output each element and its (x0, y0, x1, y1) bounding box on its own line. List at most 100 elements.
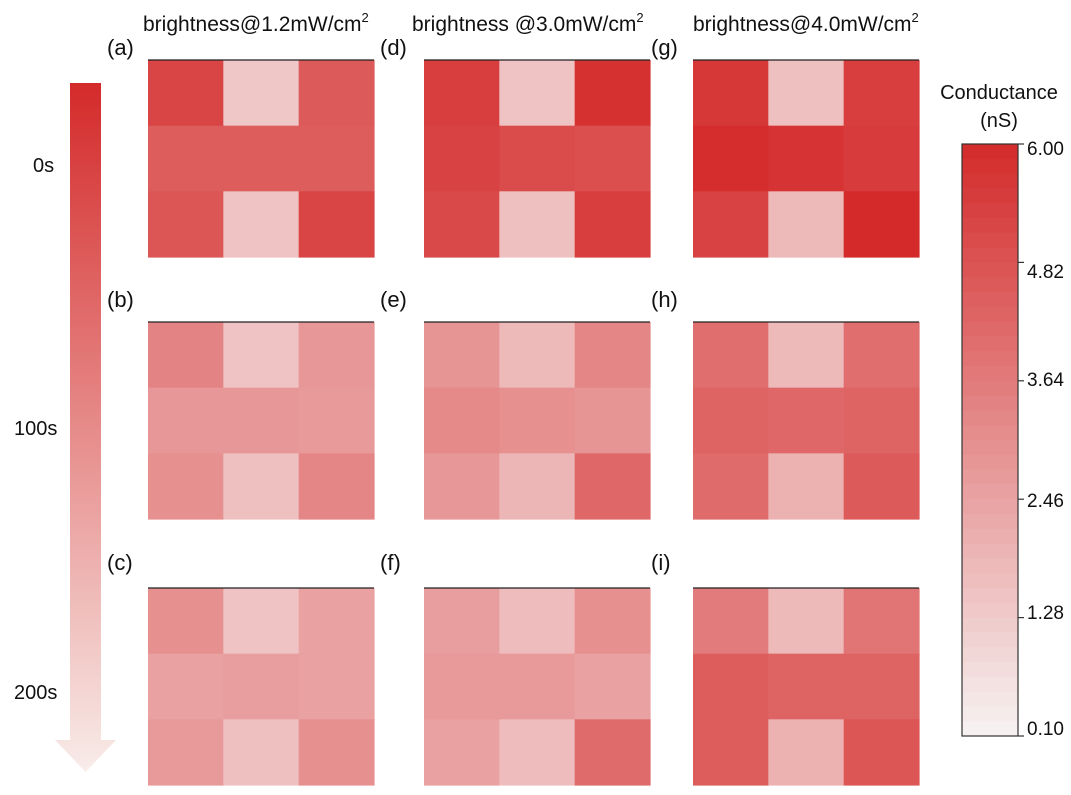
heatmap-cell (424, 125, 500, 192)
colorbar-segment (962, 706, 1018, 722)
heatmap-cell (693, 653, 769, 720)
heatmap-cell (148, 588, 224, 655)
colorbar-segment (962, 203, 1018, 219)
time-label-0s: 0s (33, 155, 55, 177)
panel-label-g: (g) (651, 35, 678, 60)
colorbar-segment (962, 232, 1018, 249)
heatmap-cell (298, 719, 375, 786)
heatmap-panel-i (693, 587, 920, 786)
heatmap-panel-b (148, 321, 375, 520)
heatmap-cell (574, 588, 651, 655)
heatmap-cell (223, 191, 300, 258)
colorbar-segment (962, 484, 1018, 500)
colorbar-segment (962, 173, 1018, 189)
heatmap-cell (843, 60, 920, 127)
heatmap-cell (693, 191, 769, 258)
colorbar-tick-label: 0.10 (1027, 719, 1064, 740)
heatmap-cell (424, 60, 500, 127)
colorbar-segment (962, 469, 1018, 485)
heatmap-cell (424, 653, 500, 720)
heatmap-cell (298, 653, 375, 720)
heatmap-cell (499, 125, 576, 192)
heatmap-cell (843, 653, 920, 720)
heatmap-cell (768, 719, 845, 786)
panel-label-a: (a) (107, 35, 134, 60)
heatmap-cell (424, 322, 500, 389)
heatmap-cell (223, 60, 300, 127)
heatmap-cell (843, 588, 920, 655)
heatmap-cell (499, 322, 576, 389)
heatmap-cell (574, 60, 651, 127)
heatmap-cell (574, 191, 651, 258)
colorbar-segment (962, 144, 1018, 160)
panel-label-f: (f) (380, 550, 401, 575)
heatmap-cell (223, 653, 300, 720)
heatmap-cell (424, 191, 500, 258)
heatmap-cell (298, 125, 375, 192)
colorbar-segment (962, 366, 1018, 382)
heatmap-cell (298, 453, 375, 520)
colorbar-segment (962, 440, 1018, 456)
heatmap-cell (693, 322, 769, 389)
panel-label-h: (h) (651, 287, 678, 312)
panel-label-i: (i) (651, 550, 671, 575)
heatmap-cell (843, 453, 920, 520)
heatmap-cell (298, 191, 375, 258)
heatmap-cell (148, 653, 224, 720)
colorbar-segment (962, 558, 1018, 574)
heatmap-cell (424, 453, 500, 520)
heatmap-cell (843, 387, 920, 454)
panel-label-d: (d) (380, 35, 407, 60)
heatmap-cell (843, 322, 920, 389)
colorbar-segment (962, 158, 1018, 175)
column-title-3: brightness@4.0mW/cm2 (693, 10, 919, 36)
heatmap-cell (499, 453, 576, 520)
heatmap-cell (768, 322, 845, 389)
heatmap-cell (574, 387, 651, 454)
colorbar-tick-label: 1.28 (1027, 603, 1064, 624)
heatmap-cell (574, 653, 651, 720)
colorbar-tick-label: 6.00 (1027, 139, 1064, 160)
heatmap-cell (424, 387, 500, 454)
heatmap-cell (223, 387, 300, 454)
colorbar-segment (962, 247, 1018, 263)
colorbar-segment (962, 321, 1018, 337)
heatmap-cell (574, 719, 651, 786)
heatmap-panel-f (424, 587, 651, 786)
heatmap-cell (574, 125, 651, 192)
colorbar-segment (962, 573, 1018, 589)
heatmap-cell (499, 387, 576, 454)
heatmap-panel-e (424, 321, 651, 520)
heatmap-cells (148, 59, 920, 786)
heatmap-panel-a (148, 59, 375, 258)
colorbar-unit: (nS) (980, 110, 1018, 132)
heatmap-cell (768, 125, 845, 192)
panel-label-c: (c) (107, 550, 133, 575)
colorbar-segment (962, 528, 1018, 545)
heatmap-cell (223, 588, 300, 655)
heatmap-cell (574, 453, 651, 520)
time-label-100s: 100s (14, 418, 58, 440)
heatmap-panel-d (424, 59, 651, 258)
heatmap-cell (298, 322, 375, 389)
heatmap-cell (499, 653, 576, 720)
colorbar-segment (962, 292, 1018, 308)
heatmap-cell (693, 453, 769, 520)
heatmap-cell (693, 719, 769, 786)
heatmap-cell (499, 719, 576, 786)
heatmap-cell (424, 719, 500, 786)
heatmap-cell (843, 191, 920, 258)
colorbar-segment (962, 691, 1018, 707)
colorbar-segment (962, 721, 1018, 737)
heatmap-cell (768, 453, 845, 520)
heatmap-cell (298, 588, 375, 655)
heatmap-cell (298, 387, 375, 454)
heatmap-cell (223, 125, 300, 192)
heatmap-cell (148, 322, 224, 389)
colorbar-segment (962, 499, 1018, 515)
colorbar-segment (962, 514, 1018, 530)
heatmap-cell (768, 588, 845, 655)
colorbar (961, 143, 1024, 737)
